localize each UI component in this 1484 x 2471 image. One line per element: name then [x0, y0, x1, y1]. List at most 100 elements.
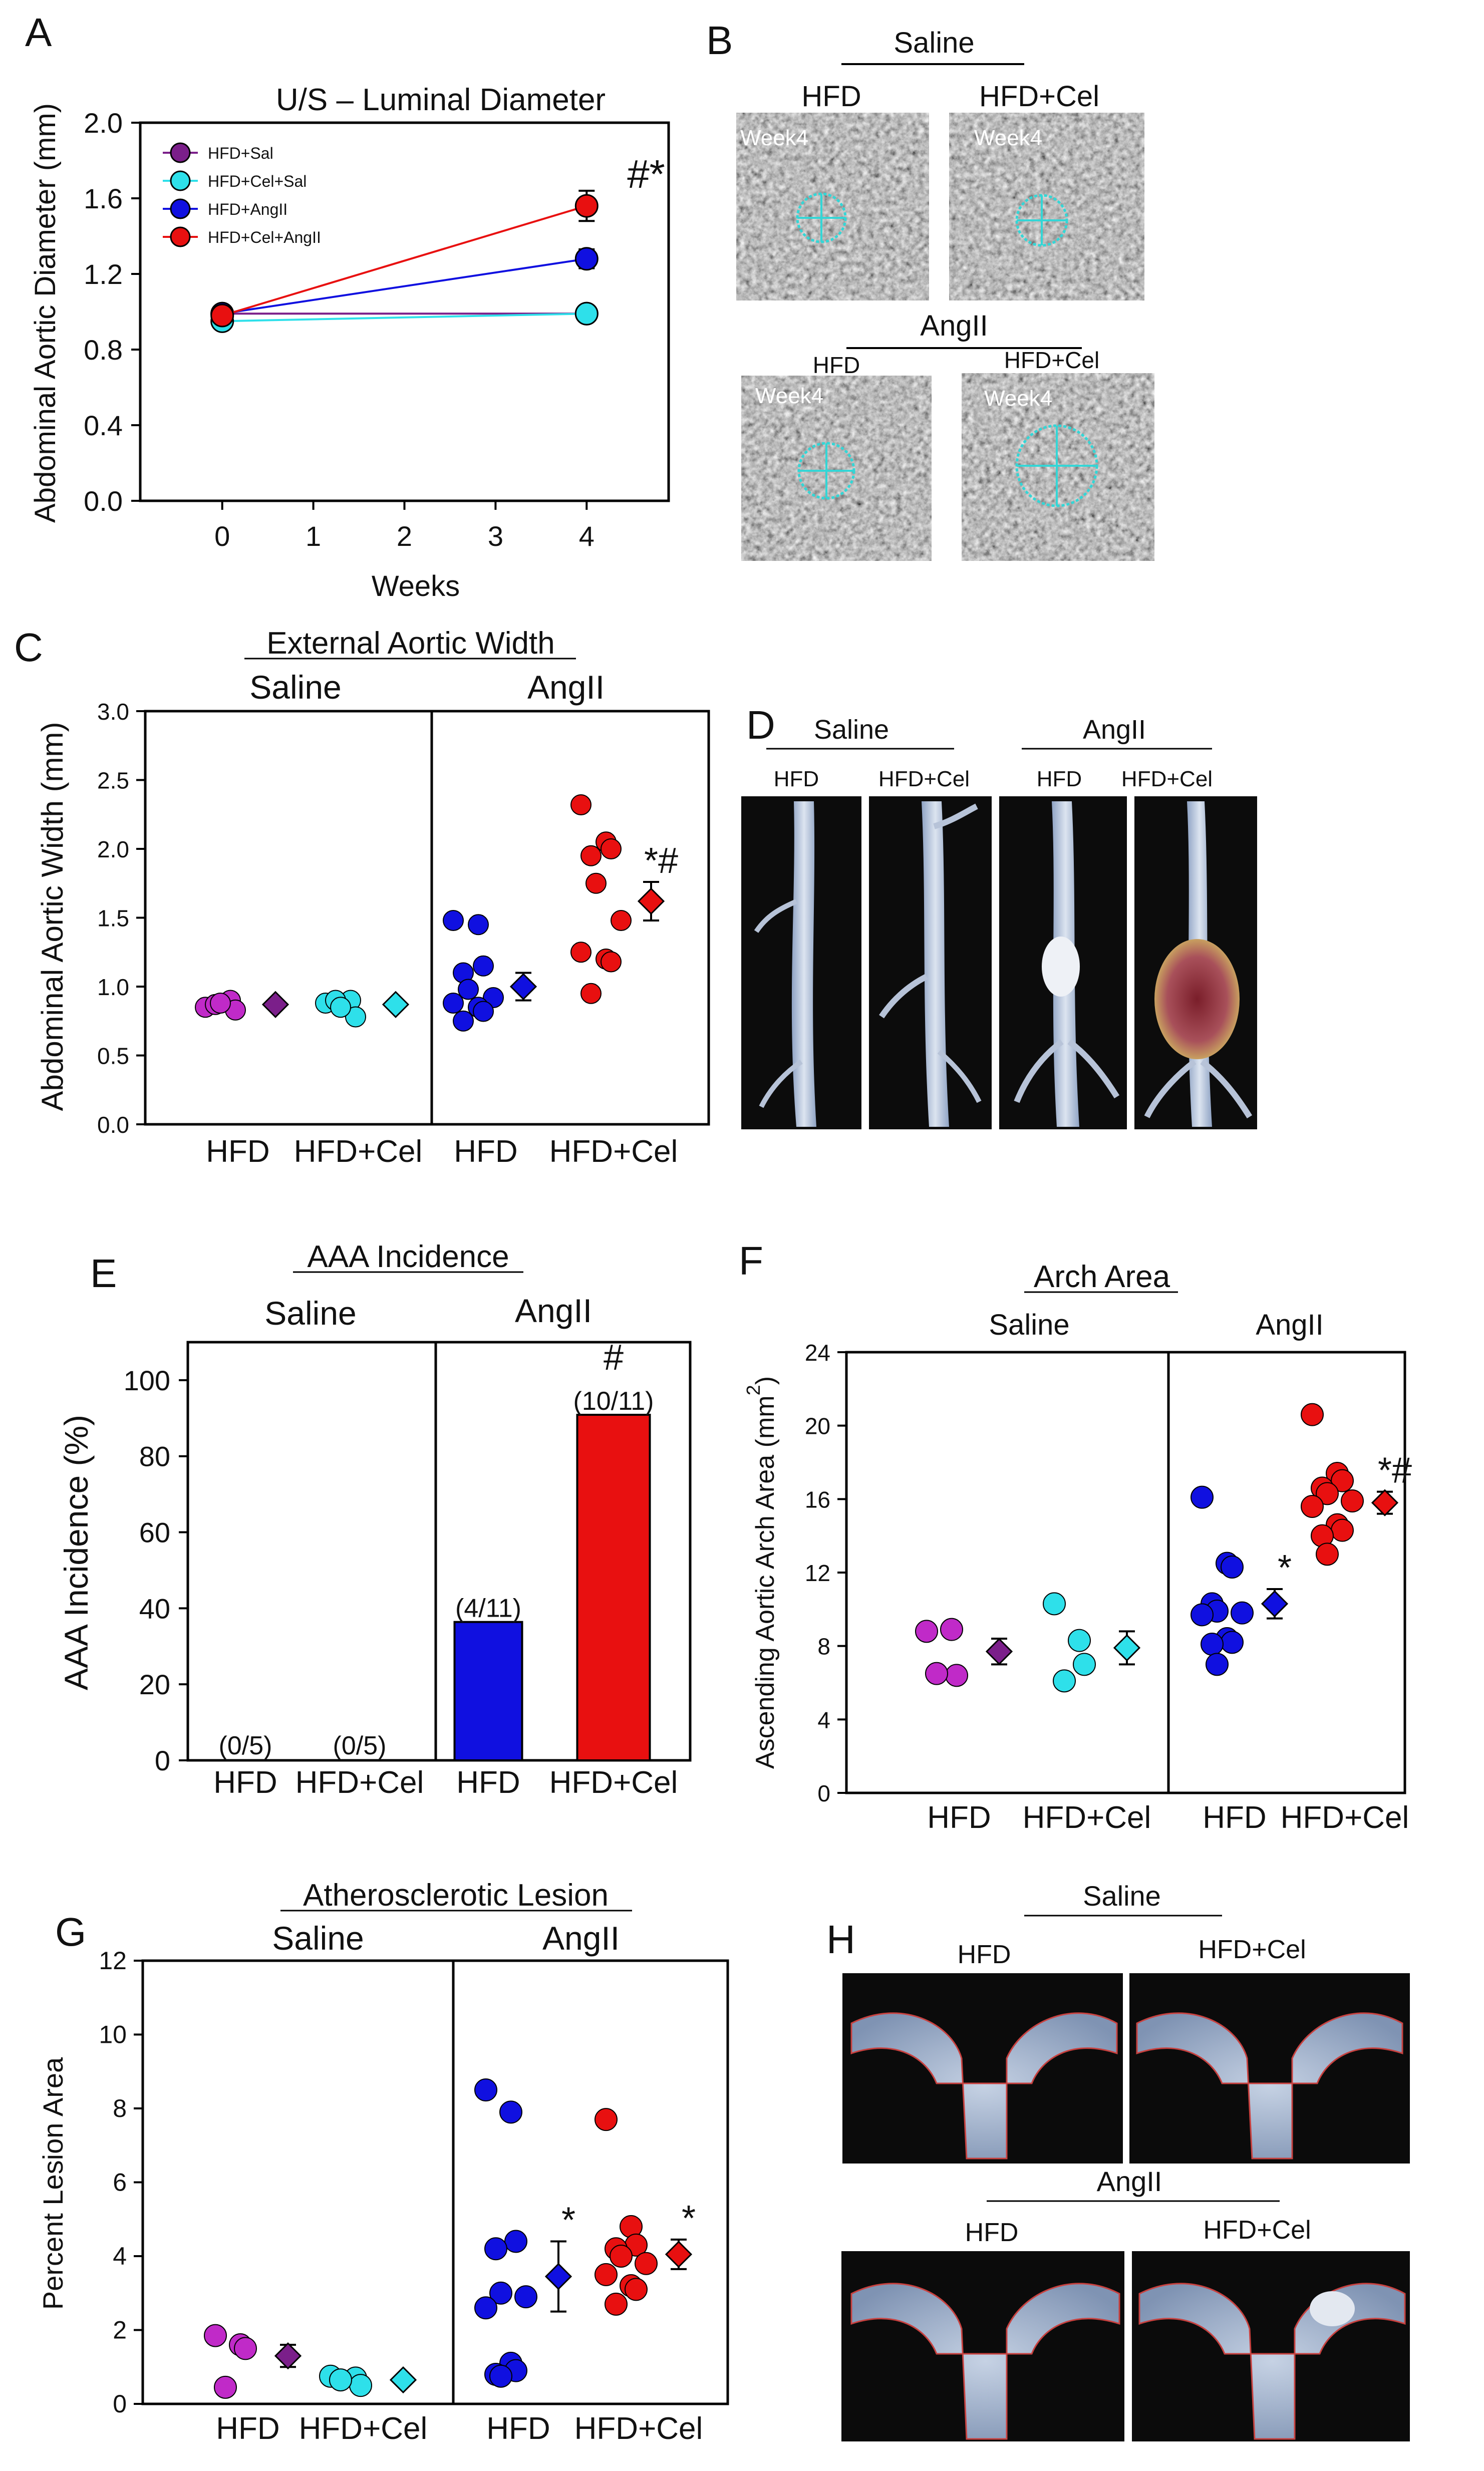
- legend-label: HFD+Sal: [208, 144, 273, 162]
- x-tick-label: 1: [306, 520, 321, 552]
- panel-c-y-axis-label: Abdominal Aortic Width (mm): [36, 722, 69, 1111]
- significance-label: *: [1278, 1548, 1292, 1588]
- data-point: [349, 2374, 372, 2397]
- y-tick-label: 6: [113, 2169, 127, 2197]
- panel-c-group-label-saline: Saline: [249, 669, 341, 706]
- data-point: [1301, 1495, 1324, 1518]
- ultrasound-image-angii-hfdcel: Week4: [962, 373, 1154, 561]
- y-tick-label: 12: [805, 1560, 830, 1586]
- data-point: [1053, 1669, 1076, 1693]
- y-tick-label: 20: [139, 1669, 170, 1700]
- data-point: [210, 993, 231, 1014]
- panel-e-significance-label: #: [604, 1338, 624, 1378]
- panel-b-saline-label: Saline: [894, 27, 974, 59]
- ultrasound-image-saline-hfd: Week4: [736, 113, 929, 300]
- data-point: [458, 979, 479, 1000]
- arch-photo-saline-hfdcel: [1129, 1973, 1410, 2164]
- y-tick-label: 4: [817, 1707, 830, 1733]
- legend-label: HFD+AngII: [208, 200, 287, 218]
- y-tick-label: 3.0: [97, 699, 129, 725]
- data-point: [514, 2285, 537, 2309]
- y-tick-label: 4: [113, 2242, 127, 2270]
- panel-b-ultrasound-images: Saline HFD HFD+Cel Week4 Week4 AngII HFD…: [736, 27, 1154, 561]
- bar-count-label: (10/11): [573, 1387, 654, 1416]
- data-point: [330, 997, 351, 1018]
- mean-marker: [665, 2241, 693, 2268]
- y-tick-label: 24: [805, 1340, 830, 1366]
- mean-marker: [1371, 1489, 1399, 1516]
- y-tick-label: 0: [817, 1780, 830, 1806]
- x-category-label: HFD+Cel: [295, 1765, 424, 1800]
- ultrasound-image-saline-hfdcel: Week4: [949, 113, 1144, 300]
- panel-letter-a: A: [25, 10, 52, 55]
- panel-a-legend: HFD+Sal HFD+Cel+Sal HFD+AngII HFD+Cel+AngII: [163, 142, 321, 247]
- significance-label: *#: [644, 841, 678, 881]
- data-point: [1043, 1592, 1066, 1616]
- data-point: [1201, 1633, 1224, 1656]
- panel-c-scatter-chart: External Aortic Width Saline AngII 0.0 0.…: [36, 626, 710, 1169]
- data-point: [601, 951, 622, 973]
- panel-b-hfd-label: HFD: [801, 80, 861, 113]
- data-point: [605, 2292, 628, 2316]
- data-point: [925, 1662, 948, 1685]
- x-category-label: HFD+Cel: [549, 1134, 678, 1169]
- y-tick-label: 1.6: [84, 183, 123, 214]
- y-tick-label: 1.0: [97, 974, 129, 1000]
- panel-e-group-label-saline: Saline: [264, 1295, 356, 1332]
- y-tick-label: 0.8: [84, 334, 123, 366]
- aneurysm: [1154, 939, 1240, 1059]
- panel-e-group-label-angii: AngII: [515, 1292, 592, 1329]
- panel-g-plot-frame: [141, 1959, 729, 2405]
- bar-count-label: (4/11): [455, 1594, 521, 1623]
- panel-d-hfd-label-2: HFD: [1037, 767, 1082, 791]
- bar: [576, 1413, 651, 1761]
- y-tick-label: 2.5: [97, 768, 129, 794]
- y-tick-label: 20: [805, 1413, 830, 1439]
- y-tick-label: 2.0: [84, 107, 123, 139]
- x-category-label: HFD: [456, 1765, 520, 1800]
- data-point: [610, 2245, 633, 2268]
- data-point: [574, 301, 599, 326]
- arch-photo-angii-hfdcel: [1132, 2251, 1410, 2441]
- arch-photo-saline-hfd: [842, 1973, 1123, 2164]
- panel-h-hfd-label-2: HFD: [965, 2218, 1019, 2247]
- legend-marker: [170, 226, 191, 247]
- y-tick-label: 100: [124, 1365, 170, 1396]
- mean-marker: [544, 2263, 572, 2290]
- x-tick-label: 0: [214, 520, 230, 552]
- x-category-label: HFD: [486, 2411, 550, 2446]
- data-point: [595, 2108, 618, 2131]
- mean-marker: [509, 973, 537, 1001]
- legend-label: HFD+Cel+AngII: [208, 228, 321, 246]
- series-line-1: [222, 313, 587, 323]
- data-point: [580, 983, 602, 1004]
- x-tick-label: 3: [488, 520, 503, 552]
- panel-h-hfdcel-label-2: HFD+Cel: [1203, 2216, 1311, 2245]
- series-line-2: [222, 257, 587, 315]
- y-tick-label: 0.4: [84, 410, 123, 441]
- data-point: [1221, 1631, 1244, 1654]
- arch-photo-angii-hfd: [841, 2251, 1124, 2441]
- mean-marker: [274, 2342, 302, 2370]
- legend-marker: [170, 170, 191, 191]
- panel-c-group-label-angii: AngII: [527, 669, 605, 706]
- panel-g-scatter-chart: Atherosclerotic Lesion Saline AngII 0 2 4 6…: [37, 1878, 729, 2446]
- data-point: [595, 2263, 618, 2286]
- x-category-label: HFD: [1203, 1800, 1266, 1835]
- panel-b-angii-label: AngII: [920, 310, 988, 342]
- aorta-photo-saline-hfd: [741, 796, 861, 1129]
- data-point: [443, 910, 464, 931]
- data-point: [1331, 1469, 1354, 1492]
- panel-f-title: Arch Area: [1034, 1260, 1170, 1294]
- x-category-label: HFD: [206, 1134, 269, 1169]
- mean-marker: [382, 991, 410, 1018]
- panel-g-title: Atherosclerotic Lesion: [303, 1878, 609, 1913]
- panel-f-group-label-saline: Saline: [989, 1309, 1069, 1341]
- panel-g-group-label-angii: AngII: [542, 1920, 620, 1957]
- legend-marker: [170, 142, 191, 163]
- data-point: [574, 247, 599, 271]
- aorta-photo-angii-hfd: [999, 796, 1127, 1129]
- panel-d-hfd-label-1: HFD: [774, 767, 819, 791]
- panel-letter-h: H: [826, 1917, 855, 1962]
